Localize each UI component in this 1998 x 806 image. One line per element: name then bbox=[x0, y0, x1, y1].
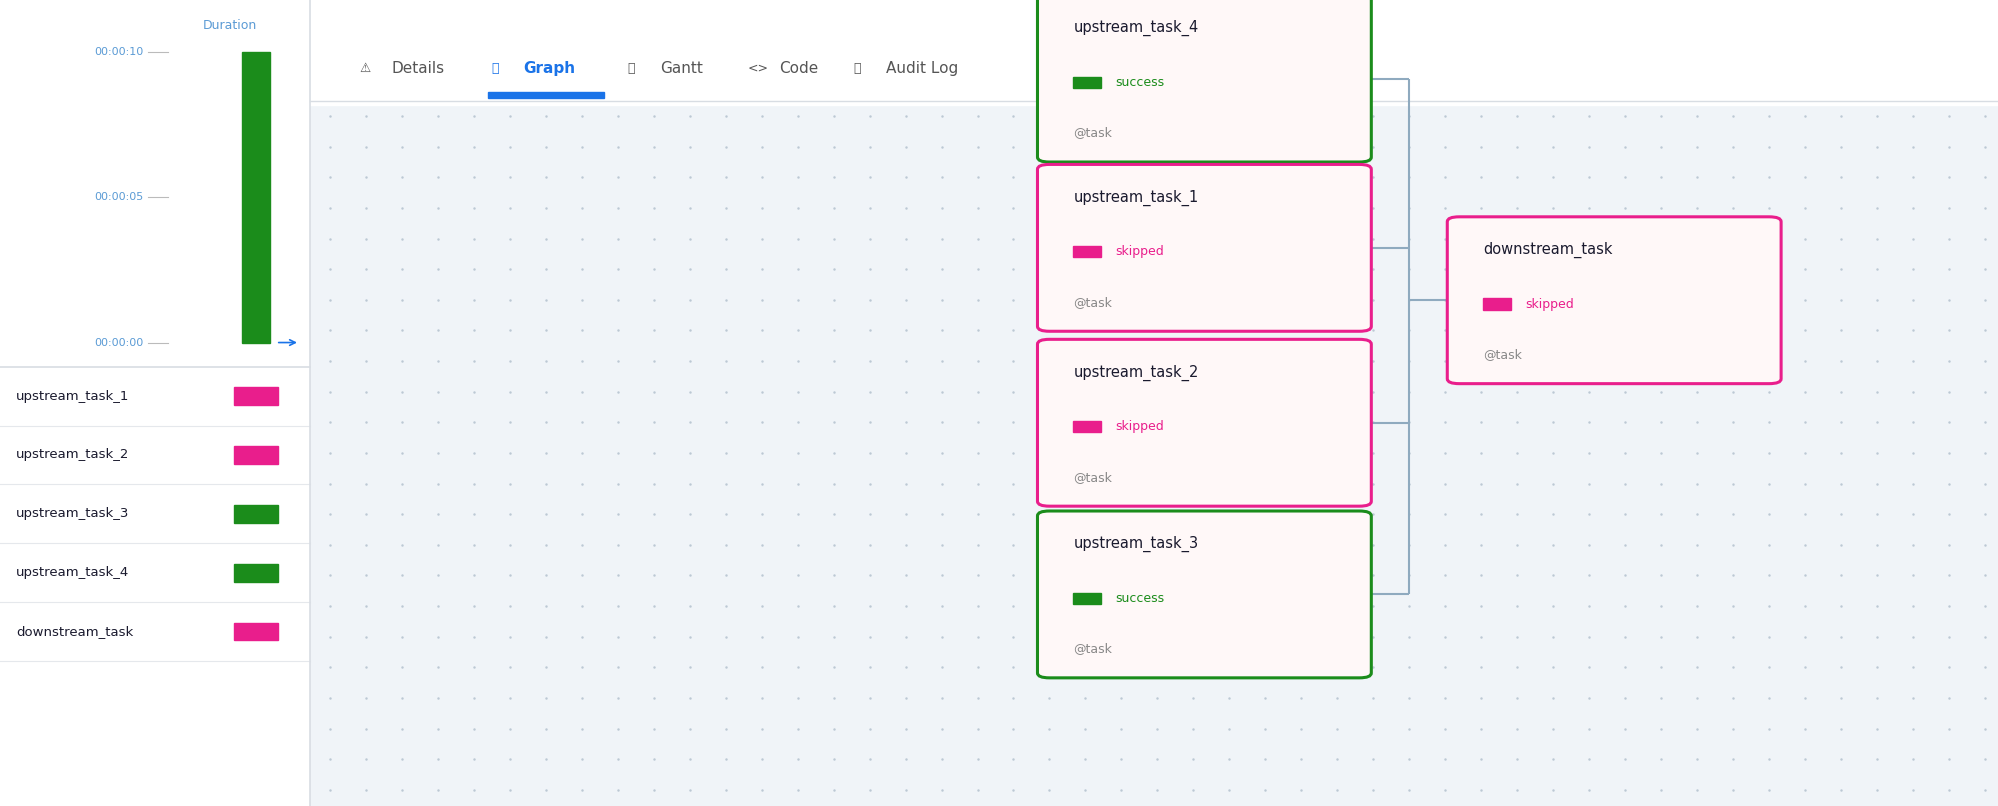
Text: upstream_task_4: upstream_task_4 bbox=[16, 566, 130, 580]
Text: upstream_task_2: upstream_task_2 bbox=[16, 448, 130, 462]
Text: success: success bbox=[1115, 76, 1165, 89]
Text: :  bbox=[853, 62, 861, 75]
Bar bbox=[488, 92, 603, 98]
Text: <>: <> bbox=[747, 62, 769, 75]
Text: skipped: skipped bbox=[1115, 420, 1163, 433]
FancyBboxPatch shape bbox=[1037, 339, 1371, 506]
Bar bbox=[1073, 592, 1101, 604]
Text: Code: Code bbox=[779, 61, 819, 76]
Text: skipped: skipped bbox=[1524, 297, 1572, 310]
Bar bbox=[0, 0, 310, 367]
Bar bbox=[234, 447, 278, 464]
FancyBboxPatch shape bbox=[1037, 164, 1371, 331]
FancyBboxPatch shape bbox=[1447, 217, 1780, 384]
Text: 00:00:00: 00:00:00 bbox=[94, 338, 144, 347]
Bar bbox=[234, 387, 278, 405]
Text: :  bbox=[627, 62, 635, 75]
Bar bbox=[1073, 421, 1101, 432]
Text: upstream_task_3: upstream_task_3 bbox=[16, 507, 130, 521]
Text: 00:00:05: 00:00:05 bbox=[94, 193, 144, 202]
Bar bbox=[310, 0, 1998, 105]
Text: @task: @task bbox=[1073, 642, 1111, 655]
Bar bbox=[234, 622, 278, 640]
Text: upstream_task_4: upstream_task_4 bbox=[1073, 20, 1199, 36]
Text: Audit Log: Audit Log bbox=[885, 61, 957, 76]
Bar bbox=[234, 505, 278, 522]
Text: Duration: Duration bbox=[202, 19, 258, 32]
Text: upstream_task_1: upstream_task_1 bbox=[1073, 189, 1199, 206]
Text: @task: @task bbox=[1073, 127, 1111, 139]
Bar bbox=[1073, 246, 1101, 257]
Bar bbox=[1483, 298, 1510, 310]
Text: skipped: skipped bbox=[1115, 245, 1163, 258]
Text: downstream_task: downstream_task bbox=[16, 625, 134, 638]
Text: upstream_task_1: upstream_task_1 bbox=[16, 389, 130, 403]
Text: upstream_task_2: upstream_task_2 bbox=[1073, 364, 1199, 380]
Text: ⚠: ⚠ bbox=[360, 62, 372, 75]
Bar bbox=[310, 101, 1998, 806]
Bar bbox=[1073, 77, 1101, 88]
Text: @task: @task bbox=[1073, 471, 1111, 484]
Bar bbox=[234, 563, 278, 581]
Text: upstream_task_3: upstream_task_3 bbox=[1073, 536, 1199, 552]
Text: @task: @task bbox=[1483, 348, 1520, 361]
Text: success: success bbox=[1115, 592, 1165, 604]
FancyBboxPatch shape bbox=[1037, 511, 1371, 678]
Text: Gantt: Gantt bbox=[659, 61, 701, 76]
Text: Graph: Graph bbox=[523, 61, 575, 76]
Text: Details: Details bbox=[392, 61, 446, 76]
Text: 00:00:10: 00:00:10 bbox=[94, 48, 144, 57]
Text: @task: @task bbox=[1073, 296, 1111, 309]
Bar bbox=[242, 52, 270, 343]
Text: downstream_task: downstream_task bbox=[1483, 242, 1612, 258]
Text: :  bbox=[492, 62, 500, 75]
FancyBboxPatch shape bbox=[1037, 0, 1371, 162]
